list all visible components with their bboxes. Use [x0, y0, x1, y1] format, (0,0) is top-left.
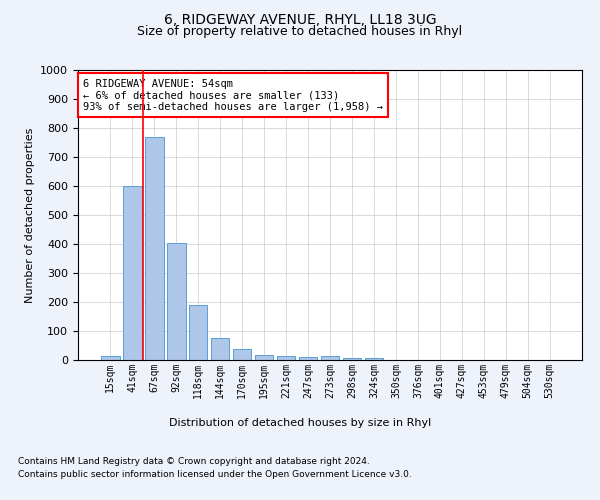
- Bar: [145, 136, 164, 360]
- Y-axis label: Number of detached properties: Number of detached properties: [25, 128, 35, 302]
- Text: Size of property relative to detached houses in Rhyl: Size of property relative to detached ho…: [137, 25, 463, 38]
- Bar: [365, 358, 383, 360]
- Bar: [189, 305, 208, 360]
- Bar: [255, 355, 274, 360]
- Text: Contains public sector information licensed under the Open Government Licence v3: Contains public sector information licen…: [18, 470, 412, 479]
- Bar: [320, 356, 340, 360]
- Bar: [123, 186, 142, 360]
- Text: Contains HM Land Registry data © Crown copyright and database right 2024.: Contains HM Land Registry data © Crown c…: [18, 458, 370, 466]
- Text: Distribution of detached houses by size in Rhyl: Distribution of detached houses by size …: [169, 418, 431, 428]
- Bar: [211, 338, 229, 360]
- Bar: [343, 358, 361, 360]
- Bar: [299, 356, 317, 360]
- Text: 6, RIDGEWAY AVENUE, RHYL, LL18 3UG: 6, RIDGEWAY AVENUE, RHYL, LL18 3UG: [164, 12, 436, 26]
- Bar: [167, 242, 185, 360]
- Bar: [277, 356, 295, 360]
- Bar: [101, 356, 119, 360]
- Text: 6 RIDGEWAY AVENUE: 54sqm
← 6% of detached houses are smaller (133)
93% of semi-d: 6 RIDGEWAY AVENUE: 54sqm ← 6% of detache…: [83, 78, 383, 112]
- Bar: [233, 349, 251, 360]
